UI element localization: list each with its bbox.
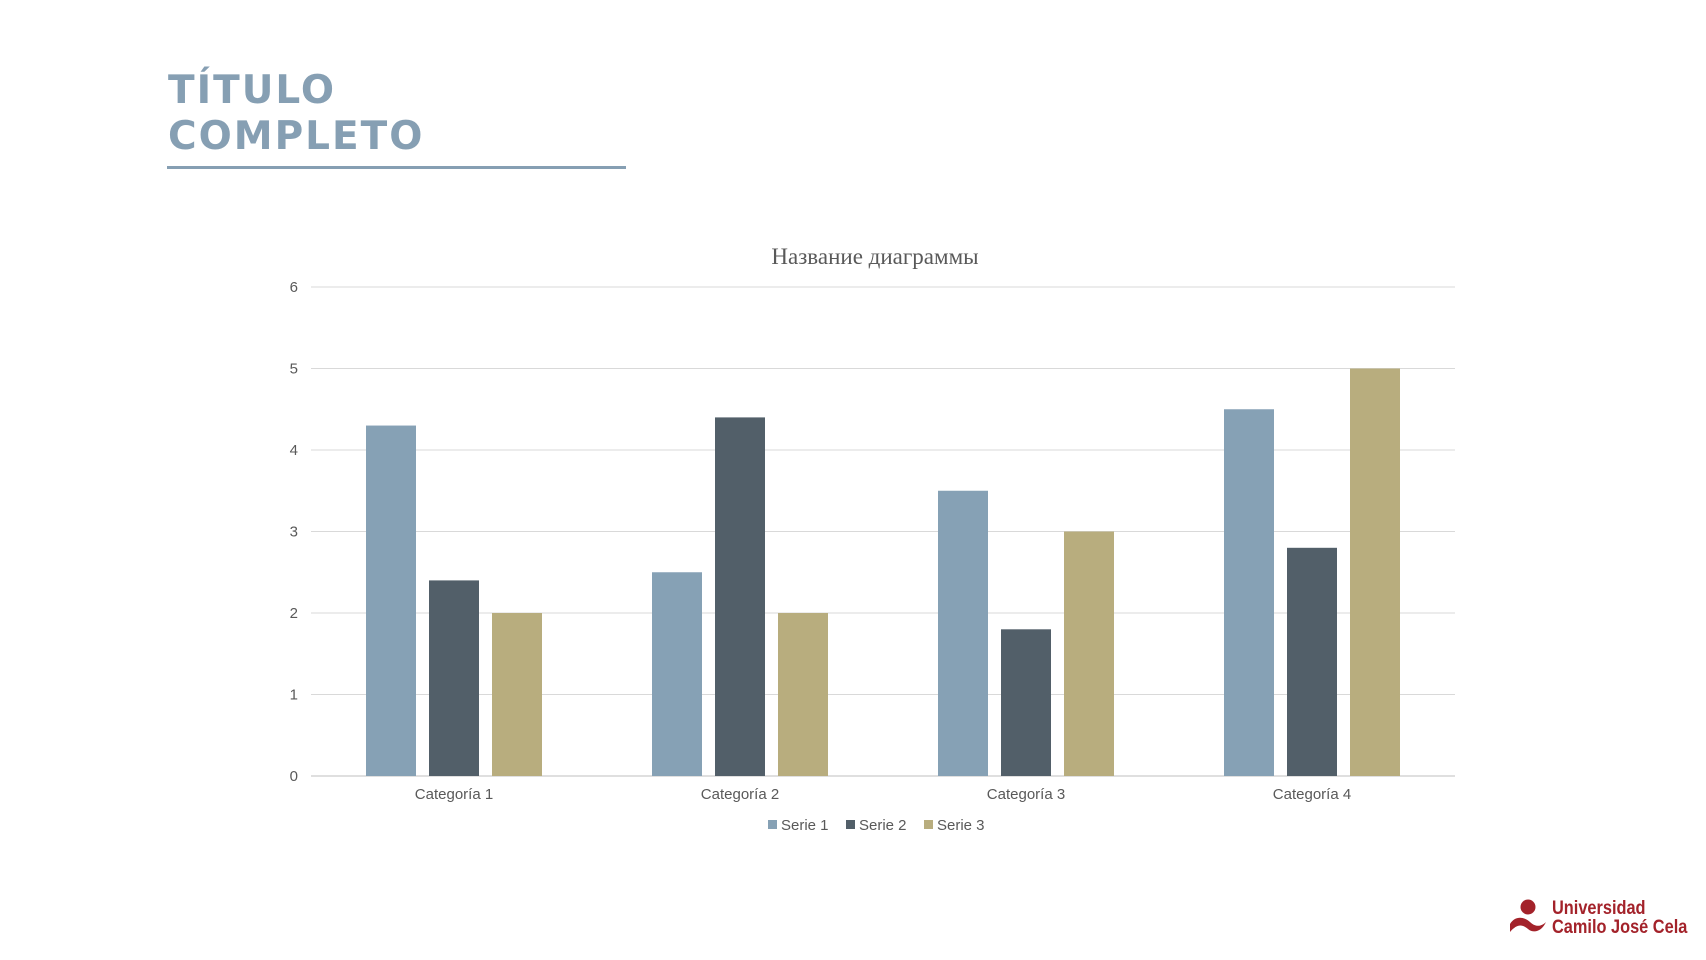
- chart-title: Название диаграммы: [771, 244, 978, 269]
- x-tick-label: Categoría 1: [415, 786, 493, 803]
- title-underline: [167, 166, 626, 169]
- bar: [1350, 368, 1400, 776]
- logo-line2: Camilo José Cela: [1552, 917, 1688, 938]
- bar: [429, 580, 479, 776]
- university-logo: Universidad Camilo José Cela: [1508, 898, 1688, 940]
- chart-gridlines: [311, 286, 1455, 777]
- legend-swatch: [768, 820, 777, 829]
- bar: [778, 613, 828, 776]
- legend-label: Serie 3: [937, 817, 985, 834]
- legend-swatch: [846, 820, 855, 829]
- bar: [938, 490, 988, 776]
- y-tick-label: 6: [290, 279, 298, 296]
- logo-line1: Universidad: [1552, 898, 1646, 919]
- x-tick-label: Categoría 4: [1273, 786, 1351, 803]
- legend-swatch: [924, 820, 933, 829]
- slide-title: TÍTULO COMPLETO: [168, 68, 424, 160]
- y-tick-label: 1: [290, 687, 298, 704]
- bar: [1287, 547, 1337, 776]
- logo-mark-icon: [1510, 899, 1546, 932]
- y-tick-label: 4: [290, 442, 298, 459]
- chart-bars: [366, 368, 1400, 776]
- chart-legend: Serie 1 Serie 2 Serie 3: [768, 817, 985, 834]
- y-tick-label: 2: [290, 605, 298, 622]
- y-axis: 0 1 2 3 4 5 6: [290, 279, 298, 785]
- x-tick-label: Categoría 2: [701, 786, 779, 803]
- legend-label: Serie 2: [859, 817, 907, 834]
- x-tick-label: Categoría 3: [987, 786, 1065, 803]
- legend-label: Serie 1: [781, 817, 829, 834]
- bar: [1064, 531, 1114, 776]
- slide-title-line2: COMPLETO: [168, 114, 425, 159]
- bar: [652, 572, 702, 776]
- y-tick-label: 3: [290, 524, 298, 541]
- bar: [492, 613, 542, 776]
- x-axis: Categoría 1 Categoría 2 Categoría 3 Categor…: [415, 786, 1351, 803]
- bar: [1224, 409, 1274, 776]
- bar: [1001, 629, 1051, 776]
- bar: [715, 417, 765, 776]
- y-tick-label: 5: [290, 361, 298, 378]
- slide-title-line1: TÍTULO: [168, 68, 336, 113]
- bar: [366, 425, 416, 776]
- y-tick-label: 0: [290, 768, 298, 785]
